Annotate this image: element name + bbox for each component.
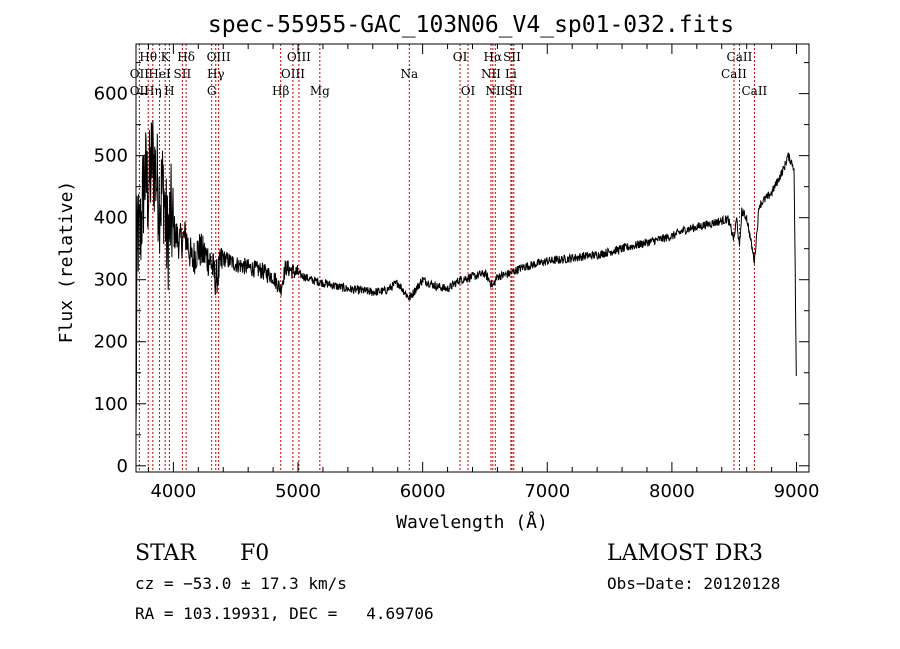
line-label: NII — [485, 84, 505, 98]
line-label: OIII — [281, 67, 305, 81]
y-tick-label: 600 — [94, 84, 128, 105]
line-label: OI — [453, 50, 468, 64]
y-tick-label: 100 — [94, 394, 128, 415]
object-subclass: F0 — [240, 541, 269, 566]
x-tick-label: 7000 — [524, 481, 570, 502]
line-label: SII — [503, 50, 521, 64]
line-label: K — [161, 50, 171, 64]
line-label: Hγ — [207, 67, 225, 81]
line-label: SII — [505, 84, 523, 98]
line-label: Hα — [484, 50, 503, 64]
line-label: Li — [505, 67, 517, 81]
survey-name: LAMOST DR3 — [607, 541, 763, 566]
x-tick-label: 8000 — [649, 481, 695, 502]
y-tick-label: 500 — [94, 146, 128, 167]
line-label: Hβ — [272, 84, 289, 98]
line-label: G — [207, 84, 217, 98]
y-axis-label: Flux (relative) — [56, 181, 77, 344]
line-label: CaII — [721, 67, 747, 81]
coordinates-readout: RA = 103.19931, DEC = 4.69706 — [135, 604, 434, 623]
line-label: SII — [174, 67, 192, 81]
line-label: Hη — [144, 84, 162, 98]
line-label: Mg — [310, 84, 330, 98]
line-label: NII — [481, 67, 501, 81]
line-label: OI — [461, 84, 476, 98]
x-tick-label: 9000 — [774, 481, 820, 502]
line-label: OIII — [287, 50, 311, 64]
object-class: STAR — [135, 541, 197, 566]
chart-title: spec-55955-GAC_103N06_V4_sp01-032.fits — [208, 12, 734, 38]
line-label: CaII — [741, 84, 767, 98]
line-label: Na — [400, 67, 418, 81]
y-tick-label: 300 — [94, 270, 128, 291]
x-tick-label: 4000 — [150, 481, 196, 502]
y-tick-label: 400 — [94, 208, 128, 229]
y-tick-label: 200 — [94, 332, 128, 353]
x-tick-label: 6000 — [400, 481, 446, 502]
x-tick-label: 5000 — [275, 481, 321, 502]
redshift-readout: cz = −53.0 ± 17.3 km/s — [135, 574, 347, 593]
x-axis-ticks: 4000 5000 6000 7000 8000 9000 — [147, 44, 820, 502]
line-label: HeI — [148, 67, 171, 81]
line-label: OII — [130, 67, 150, 81]
line-label: Hθ — [139, 50, 157, 64]
line-label: H — [164, 84, 174, 98]
spectrum-line — [135, 120, 797, 424]
x-axis-label: Wavelength (Å) — [396, 511, 548, 533]
line-label: Hδ — [177, 50, 195, 64]
line-label: OII — [130, 84, 150, 98]
line-label: OIII — [207, 50, 231, 64]
obs-date: Obs−Date: 20120128 — [607, 574, 780, 593]
line-label: CaII — [727, 50, 753, 64]
y-axis-ticks: 0 100 200 300 400 500 600 — [94, 62, 809, 477]
y-tick-label: 0 — [117, 456, 128, 477]
